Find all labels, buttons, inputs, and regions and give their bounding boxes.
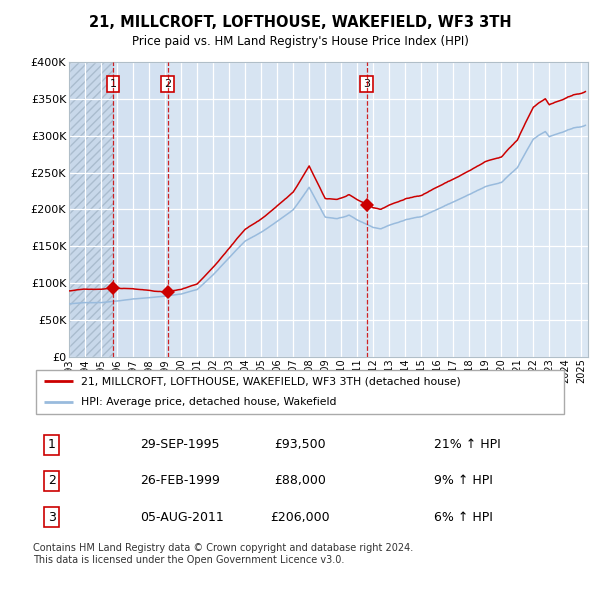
Text: 9% ↑ HPI: 9% ↑ HPI bbox=[433, 474, 493, 487]
Text: 26-FEB-1999: 26-FEB-1999 bbox=[140, 474, 220, 487]
Text: HPI: Average price, detached house, Wakefield: HPI: Average price, detached house, Wake… bbox=[81, 398, 337, 408]
Text: £206,000: £206,000 bbox=[270, 510, 330, 523]
Text: 21% ↑ HPI: 21% ↑ HPI bbox=[433, 438, 500, 451]
Text: 1: 1 bbox=[109, 79, 116, 89]
Text: £88,000: £88,000 bbox=[274, 474, 326, 487]
FancyBboxPatch shape bbox=[35, 370, 565, 414]
Text: 2: 2 bbox=[164, 79, 171, 89]
Text: 21, MILLCROFT, LOFTHOUSE, WAKEFIELD, WF3 3TH (detached house): 21, MILLCROFT, LOFTHOUSE, WAKEFIELD, WF3… bbox=[81, 376, 461, 386]
Text: 3: 3 bbox=[363, 79, 370, 89]
Text: 6% ↑ HPI: 6% ↑ HPI bbox=[433, 510, 493, 523]
Text: £93,500: £93,500 bbox=[274, 438, 326, 451]
Text: 2: 2 bbox=[48, 474, 56, 487]
Text: 21, MILLCROFT, LOFTHOUSE, WAKEFIELD, WF3 3TH: 21, MILLCROFT, LOFTHOUSE, WAKEFIELD, WF3… bbox=[89, 15, 511, 30]
Bar bbox=[113, 62, 167, 357]
Bar bbox=[167, 62, 367, 357]
Text: 3: 3 bbox=[48, 510, 56, 523]
Text: 29-SEP-1995: 29-SEP-1995 bbox=[140, 438, 220, 451]
Text: Contains HM Land Registry data © Crown copyright and database right 2024.
This d: Contains HM Land Registry data © Crown c… bbox=[33, 543, 413, 565]
Text: 1: 1 bbox=[48, 438, 56, 451]
Text: 05-AUG-2011: 05-AUG-2011 bbox=[140, 510, 224, 523]
Text: Price paid vs. HM Land Registry's House Price Index (HPI): Price paid vs. HM Land Registry's House … bbox=[131, 35, 469, 48]
Bar bbox=[69, 62, 113, 357]
